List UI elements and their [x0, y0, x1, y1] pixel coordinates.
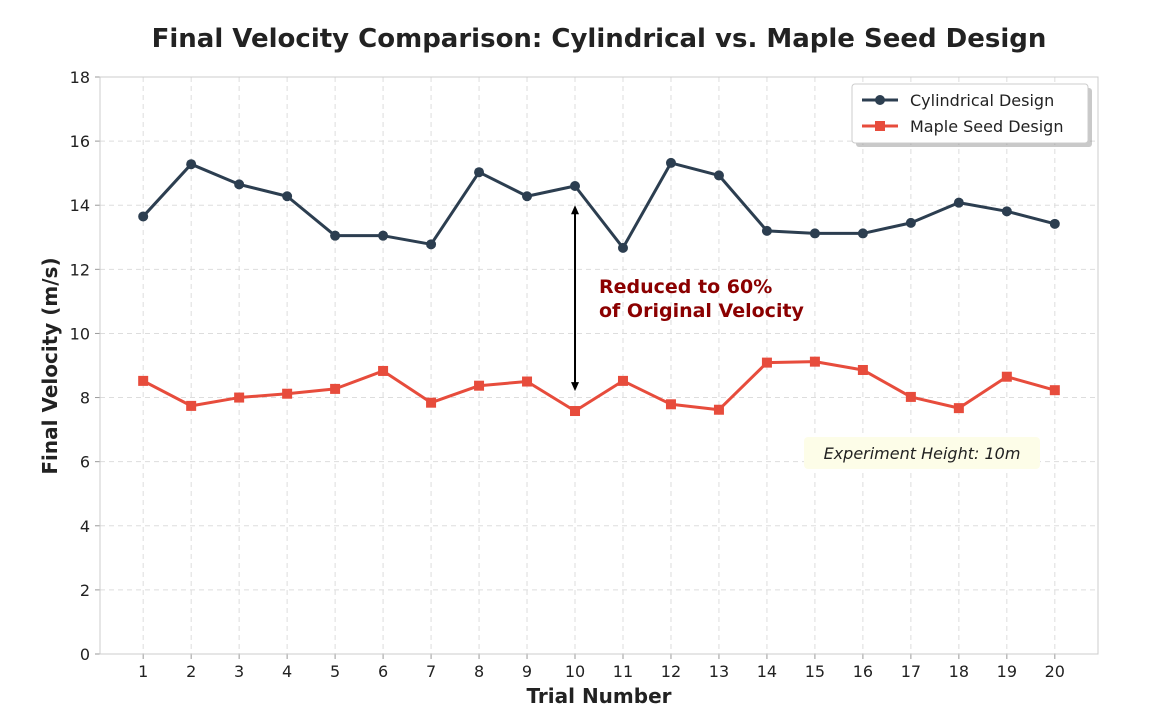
x-tick-label: 1 — [138, 662, 148, 681]
maple-seed-point — [138, 375, 149, 386]
maple-seed-point — [474, 380, 485, 391]
y-tick-label: 16 — [70, 132, 90, 151]
x-tick-label: 13 — [709, 662, 729, 681]
cylindrical-point — [617, 242, 628, 253]
x-tick-label: 17 — [901, 662, 921, 681]
maple-seed-point — [522, 376, 533, 387]
cylindrical-point — [378, 230, 389, 241]
y-tick-label: 14 — [70, 196, 90, 215]
x-tick-label: 16 — [853, 662, 873, 681]
cylindrical-point — [761, 225, 772, 236]
maple-seed-point — [857, 364, 868, 375]
cylindrical-point — [474, 167, 485, 178]
y-tick-labels: 0 2 4 6 8 10 12 14 16 18 — [70, 68, 90, 664]
maple-seed-point — [761, 357, 772, 368]
x-tick-label: 20 — [1045, 662, 1065, 681]
series-layer — [138, 157, 1060, 417]
maple-seed-point — [809, 356, 820, 367]
y-tick-label: 4 — [80, 517, 90, 536]
x-axis-label: Trial Number — [526, 684, 671, 708]
maple-seed-point — [378, 365, 389, 376]
cylindrical-point — [570, 180, 581, 191]
legend-label-maple: Maple Seed Design — [910, 117, 1063, 136]
x-tick-label: 4 — [282, 662, 292, 681]
y-tick-label: 0 — [80, 645, 90, 664]
annotation: Reduced to 60% of Original Velocity — [571, 205, 805, 392]
cylindrical-point — [330, 230, 341, 241]
cylindrical-point — [713, 170, 724, 181]
maple-seed-point — [617, 375, 628, 386]
maple-seed-point — [665, 399, 676, 410]
cylindrical-point — [809, 228, 820, 239]
maple-seed-point — [282, 388, 293, 399]
annotation-arrowhead-top — [571, 205, 580, 215]
maple-seed-point — [1001, 371, 1012, 382]
x-tick-label: 18 — [949, 662, 969, 681]
annotation-arrowhead-bottom — [571, 382, 580, 392]
legend-marker-cylindrical — [875, 95, 885, 105]
maple-seed-point — [186, 400, 197, 411]
x-tick-label: 3 — [234, 662, 244, 681]
cylindrical-point — [282, 191, 293, 202]
maple-seed-series-line — [142, 360, 1056, 413]
maple-seed-point — [1049, 385, 1060, 396]
maple-seed-point — [234, 392, 245, 403]
x-tick-label: 6 — [378, 662, 388, 681]
maple-seed-point — [713, 404, 724, 415]
cylindrical-point — [186, 159, 197, 170]
x-tick-label: 10 — [565, 662, 585, 681]
cylindrical-point — [426, 239, 437, 250]
y-tick-label: 6 — [80, 453, 90, 472]
y-axis-label: Final Velocity (m/s) — [38, 257, 62, 474]
x-tick-labels: 1 2 3 4 5 6 7 8 9 10 11 12 13 14 15 16 17 18 19 20 — [138, 662, 1065, 681]
x-tick-label: 11 — [613, 662, 633, 681]
y-tick-label: 2 — [80, 581, 90, 600]
cylindrical-point — [138, 211, 149, 222]
plot-frame — [99, 76, 1099, 655]
cylindrical-point — [1001, 206, 1012, 217]
x-tick-label: 19 — [997, 662, 1017, 681]
cylindrical-point — [234, 179, 245, 190]
y-tick-label: 12 — [70, 260, 90, 279]
grid-layer — [95, 76, 1098, 659]
cylindrical-point — [1049, 218, 1060, 229]
note-text: Experiment Height: 10m — [824, 444, 1021, 463]
x-tick-label: 2 — [186, 662, 196, 681]
maple-seed-point — [330, 383, 341, 394]
maple-seed-point — [953, 403, 964, 414]
cylindrical-point — [905, 217, 916, 228]
cylindrical-series-line — [142, 161, 1056, 250]
x-tick-label: 5 — [330, 662, 340, 681]
x-tick-label: 9 — [522, 662, 532, 681]
x-tick-label: 15 — [805, 662, 825, 681]
x-tick-label: 12 — [661, 662, 681, 681]
maple-seed-point — [426, 397, 437, 408]
maple-seed-point — [570, 406, 581, 417]
legend-box — [851, 83, 1089, 144]
note-background — [804, 437, 1040, 469]
y-tick-label: 18 — [70, 68, 90, 87]
x-tick-label: 14 — [757, 662, 777, 681]
legend-marker-maple — [875, 121, 885, 131]
chart-title: Final Velocity Comparison: Cylindrical v… — [152, 24, 1047, 54]
legend: Cylindrical Design Maple Seed Design — [851, 83, 1092, 147]
y-tick-label: 8 — [80, 389, 90, 408]
cylindrical-point — [522, 191, 533, 202]
experiment-height-note: Experiment Height: 10m — [804, 437, 1040, 469]
cylindrical-point — [953, 197, 964, 208]
x-tick-label: 8 — [474, 662, 484, 681]
annotation-line-2: of Original Velocity — [599, 300, 805, 322]
annotation-line-1: Reduced to 60% — [599, 276, 772, 298]
legend-label-cylindrical: Cylindrical Design — [910, 91, 1054, 110]
cylindrical-point — [665, 157, 676, 168]
cylindrical-point — [857, 228, 868, 239]
maple-seed-point — [905, 391, 916, 402]
x-tick-label: 7 — [426, 662, 436, 681]
y-tick-label: 10 — [70, 324, 90, 343]
